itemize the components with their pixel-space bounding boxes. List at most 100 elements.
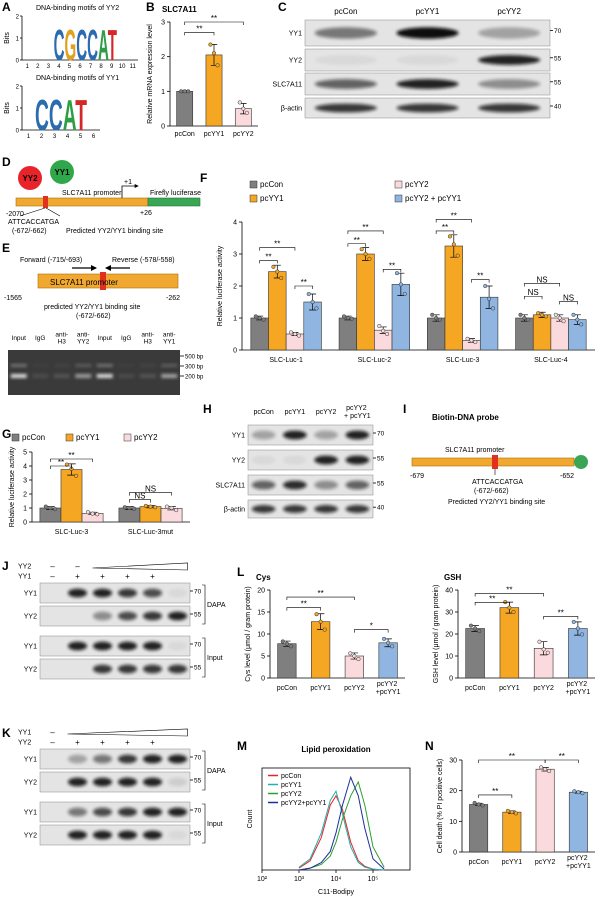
marker-label: 55 [194,778,202,785]
data-point [310,299,315,305]
y-tick-label: 40 [445,588,453,595]
label-line: + pcYY1 [344,413,371,420]
y-tick-label: 3 [23,478,27,485]
bar [568,791,588,853]
y-tick-label: 0 [16,129,20,135]
panel-label: N [425,739,434,753]
lane-label: pcCon [254,409,274,416]
motif-letter: C [76,21,87,70]
y-axis-label: Relative luciferase activity [217,245,224,326]
blot-band [118,588,137,598]
label-line: YY2 [77,339,90,346]
diagram-i [411,455,588,475]
data-point [341,314,347,319]
legend-swatch [123,433,132,442]
label: SLC7A11 promoter [62,190,122,197]
significance-label: ** [211,14,217,23]
blot-panel [39,824,191,846]
data-point [74,473,79,478]
bar [338,317,358,351]
significance-bracket [382,269,402,273]
x-tick-label: SLC-Luc-2 [358,357,392,364]
sign: – [50,728,55,737]
x-tick-label: pcYY2 [344,685,365,692]
position-label: 1 [27,134,31,140]
significance-bracket [478,794,513,798]
blot-band [283,430,307,440]
chart-title: SLC7A11 [162,5,197,14]
label-line: +pcYY1 [566,689,591,696]
bar [311,621,331,679]
data-point [367,256,372,261]
panel-label: F [200,171,207,185]
blot-band [314,505,338,513]
ramp [67,728,188,737]
significance-bracket [184,21,244,25]
significance-bracket [524,283,560,287]
blot-band [143,754,162,764]
lane-label: pcCon [334,7,357,16]
sign: + [150,738,155,747]
yy1-factor [50,160,74,184]
legend-swatch [249,180,258,189]
significance-bracket [524,295,543,300]
data-point [275,269,280,274]
label-line: pcYY2 [346,405,369,412]
panel-label: D [2,155,11,169]
lane-label: anti-YY2 [77,331,90,345]
gel-band [139,364,156,367]
data-point [174,508,179,513]
blot-band [345,505,370,513]
blot-band [283,505,307,513]
data-point [356,657,361,662]
data-point [447,234,452,239]
significance-bracket [286,596,355,601]
label: -1565 [4,295,22,302]
marker-label: 55 [194,612,202,619]
blot-band [93,807,112,817]
yy2-factor [18,166,42,190]
legend-label: pcYY1 [281,782,302,789]
data-point [505,808,510,813]
data-point [127,505,132,511]
blot-band [143,664,162,674]
lane-label: pcYY2 [497,7,521,16]
significance-bracket [471,279,490,283]
blot-panel [39,635,191,657]
marker-label: 500 bp [185,355,204,361]
y-axis-label: Cell death (% PI positive cells) [437,759,444,854]
bar [444,245,463,351]
data-point [557,315,562,321]
data-point [85,510,90,515]
factor-label: YY1 [54,168,70,177]
panel-label: C [278,0,287,14]
data-point [164,504,169,509]
blot-band [118,830,137,840]
lane-label: anti-H3 [141,331,154,345]
position-label: 6 [78,64,82,70]
x-tick-label: pcYY2 [533,685,554,692]
significance-bracket [184,32,215,36]
blot-band [345,430,370,440]
y-tick-label: 1 [161,89,165,96]
blot-band [478,79,541,89]
y-tick-label: 20 [257,588,265,595]
y-tick-label: 0 [449,676,453,683]
position-label: 10 [119,64,126,70]
marker-label: 70 [377,431,385,438]
data-point [148,504,153,509]
data-point [179,89,184,94]
marker-label: 55 [194,665,202,672]
row-label: YY2 [289,58,302,65]
blot-band [314,27,377,39]
data-point [536,311,541,316]
sign: + [100,572,105,581]
blot-band [314,430,338,440]
gel-band [10,364,27,367]
label: (-672/-662) [76,313,111,320]
row-label: β-actin [281,106,302,113]
label: +26 [140,210,152,217]
data-point [553,312,558,317]
data-point [477,629,482,634]
label: Forward (-715/-693) [20,257,82,264]
